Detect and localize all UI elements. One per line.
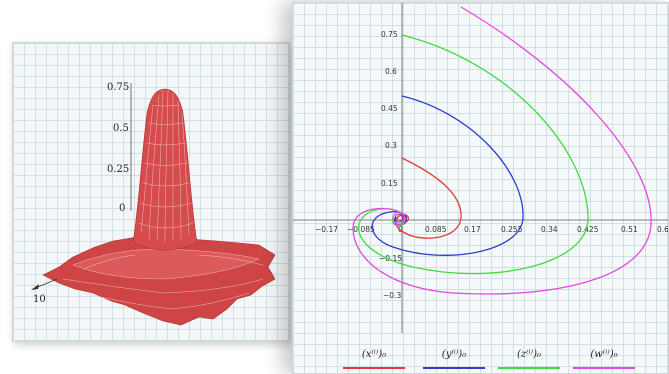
legend-item-z: (z⁽ⁱ⁾)₀ [498,349,560,369]
legend-item-y: (y⁽ⁱ⁾)₀ [423,349,485,369]
z-tick-label: 0.25 [107,164,129,175]
legend-label: (y⁽ⁱ⁾)₀ [441,349,467,360]
phase-plot-panel[interactable]: −0.17 −0.085 0 0.085 0.17 0.255 0.34 0.4… [292,2,669,374]
x-axis-tick-label: 10 [33,294,46,305]
curve-w [352,6,652,295]
x-tick-label: 0.425 [577,225,599,234]
x-tick-labels: −0.17 −0.085 0 0.085 0.17 0.255 0.34 0.4… [315,225,668,234]
x-tick-label: 0.34 [541,225,558,234]
x-tick-label: 0.17 [464,225,481,234]
x-tick-label: −0.17 [315,225,338,234]
surface-plot-svg: 0.75 0.5 0.25 0 [31,82,276,326]
y-tick-label: 0.75 [381,30,398,39]
legend-item-w: (w⁽ⁱ⁾)₀ [573,349,635,369]
legend-label: (z⁽ⁱ⁾)₀ [516,349,541,360]
surface-ripple [72,248,260,280]
surface-mesh [62,89,264,310]
legend-label: (x⁽ⁱ⁾)₀ [361,349,387,360]
curve-y [371,95,524,256]
y-tick-labels: 0.75 0.6 0.45 0.3 0.15 −0.15 −0.3 [379,30,402,300]
z-tick-label: 0.5 [113,123,129,134]
legend-swatch [423,367,485,369]
x-tick-label: 0.6 [657,225,668,234]
phase-plot-svg: −0.17 −0.085 0 0.085 0.17 0.255 0.34 0.4… [293,3,668,333]
x-tick-label: 0.51 [621,225,638,234]
y-tick-label: 0.6 [385,67,397,76]
y-tick-label: 0.15 [381,179,398,188]
y-tick-label: 0.3 [385,141,397,150]
legend-item-x: (x⁽ⁱ⁾)₀ [343,349,405,369]
surface-plot-panel[interactable]: 0.75 0.5 0.25 0 [12,42,290,342]
z-tick-label: 0 [119,203,125,214]
x-tick-label: −0.085 [347,225,375,234]
y-tick-label: −0.15 [379,254,402,263]
z-tick-label: 0.75 [107,82,129,93]
y-tick-label: 0.45 [381,104,398,113]
x-tick-label: 0.085 [425,225,447,234]
origin-swirl [392,211,406,225]
legend-swatch [343,367,405,369]
legend-swatch [498,367,560,369]
x-axis-arrow-icon [31,284,39,290]
x-tick-label: 0.255 [501,225,523,234]
y-tick-label: −0.3 [383,291,401,300]
legend-label: (w⁽ⁱ⁾)₀ [590,349,618,360]
legend-swatch [573,367,635,369]
surface-peak [132,88,198,251]
